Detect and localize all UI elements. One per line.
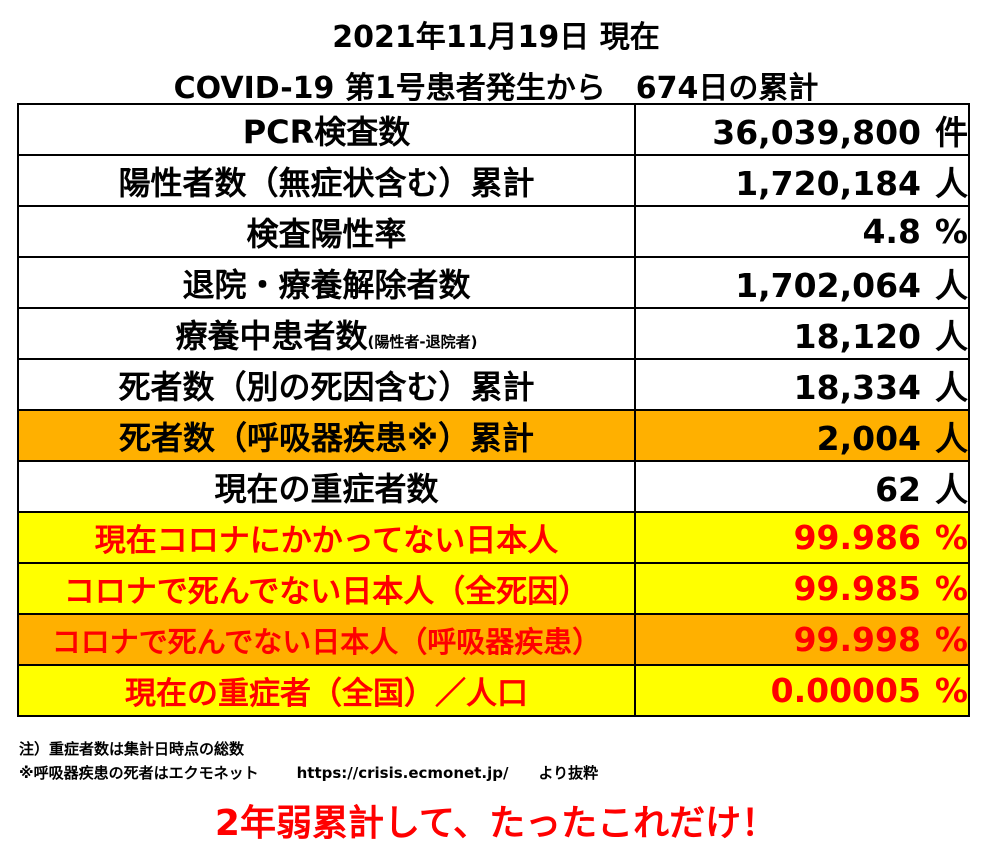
row-label: 陽性者数（無症状含む）累計: [17, 154, 636, 207]
row-value: 2,004 人: [634, 409, 970, 462]
row-number: 99.998: [793, 620, 921, 659]
header-date: 2021年11月19日 現在: [332, 20, 660, 55]
row-label: 退院・療養解除者数: [17, 256, 636, 309]
table-row: 陽性者数（無症状含む）累計 1,720,184 人: [17, 154, 970, 207]
row-unit: 人: [935, 469, 968, 509]
row-label: 検査陽性率: [17, 205, 636, 258]
row-label: 療養中患者数(陽性者-退院者): [17, 307, 636, 360]
row-unit: 人: [935, 316, 968, 356]
row-unit: %: [934, 620, 968, 659]
footnote-severe: 注）重症者数は集計日時点の総数: [19, 740, 245, 758]
table-row-highlight: 現在の重症者（全国）／人口 0.00005%: [17, 664, 970, 717]
row-number: 2,004: [816, 418, 921, 458]
row-number: 0.00005: [770, 671, 921, 710]
table-row: PCR検査数 36,039,800 件: [17, 103, 970, 156]
row-label: コロナで死んでない日本人（呼吸器疾患）: [17, 613, 636, 666]
row-label: 死者数（呼吸器疾患※）累計: [17, 409, 636, 462]
row-unit: %: [934, 671, 968, 710]
row-value: 36,039,800 件: [634, 103, 970, 156]
row-number: 4.8: [862, 212, 921, 251]
row-unit: 人: [935, 265, 968, 305]
row-number: 18,120: [793, 316, 921, 356]
row-value: 4.8%: [634, 205, 970, 258]
table-row: 現在の重症者数 62 人: [17, 460, 970, 513]
row-number: 18,334: [793, 367, 921, 407]
row-label: PCR検査数: [17, 103, 636, 156]
row-value: 1,720,184 人: [634, 154, 970, 207]
row-value: 18,120 人: [634, 307, 970, 360]
row-label: コロナで死んでない日本人（全死因）: [17, 562, 636, 615]
table-row: 検査陽性率 4.8%: [17, 205, 970, 258]
table-row: 死者数（別の死因含む）累計 18,334 人: [17, 358, 970, 411]
row-value: 99.998%: [634, 613, 970, 666]
table-row-highlight: 現在コロナにかかってない日本人 99.986%: [17, 511, 970, 564]
row-value: 99.985%: [634, 562, 970, 615]
row-unit: 件: [935, 112, 968, 152]
table-row-highlight: 死者数（呼吸器疾患※）累計 2,004 人: [17, 409, 970, 462]
row-number: 62: [875, 469, 921, 509]
row-unit: %: [934, 518, 968, 557]
row-label: 現在の重症者（全国）／人口: [17, 664, 636, 717]
table-row-highlight: コロナで死んでない日本人（呼吸器疾患） 99.998%: [17, 613, 970, 666]
row-number: 36,039,800: [712, 112, 921, 152]
row-unit: 人: [935, 163, 968, 203]
row-unit: %: [934, 212, 968, 251]
stats-table: PCR検査数 36,039,800 件 陽性者数（無症状含む）累計 1,720,1…: [17, 103, 970, 717]
row-label: 死者数（別の死因含む）累計: [17, 358, 636, 411]
row-label: 現在コロナにかかってない日本人: [17, 511, 636, 564]
footer-message: 2年弱累計して、たったこれだけ！: [214, 803, 778, 844]
footnote-source-prefix: ※呼吸器疾患の死者はエクモネット: [19, 764, 259, 782]
row-value: 99.986%: [634, 511, 970, 564]
row-value: 18,334 人: [634, 358, 970, 411]
table-row-highlight: コロナで死んでない日本人（全死因） 99.985%: [17, 562, 970, 615]
row-number: 99.985: [793, 569, 921, 608]
table-row: 療養中患者数(陽性者-退院者) 18,120 人: [17, 307, 970, 360]
footnote-source-suffix: より抜粋: [538, 764, 599, 782]
footnote-source: ※呼吸器疾患の死者はエクモネット https://crisis.ecmonet.j…: [19, 763, 598, 783]
row-value: 62 人: [634, 460, 970, 513]
source-link[interactable]: https://crisis.ecmonet.jp/: [296, 764, 509, 782]
row-label-sub: (陽性者-退院者): [367, 332, 478, 351]
row-label: 現在の重症者数: [17, 460, 636, 513]
row-number: 1,702,064: [735, 265, 921, 305]
row-label-text: 療養中患者数: [175, 316, 368, 355]
row-value: 0.00005%: [634, 664, 970, 717]
table-row: 退院・療養解除者数 1,702,064 人: [17, 256, 970, 309]
header-subtitle: COVID-19 第1号患者発生から 674日の累計: [173, 71, 819, 106]
row-unit: 人: [935, 418, 968, 458]
row-unit: 人: [935, 367, 968, 407]
row-number: 1,720,184: [735, 163, 921, 203]
row-unit: %: [934, 569, 968, 608]
row-value: 1,702,064 人: [634, 256, 970, 309]
row-number: 99.986: [793, 518, 921, 557]
